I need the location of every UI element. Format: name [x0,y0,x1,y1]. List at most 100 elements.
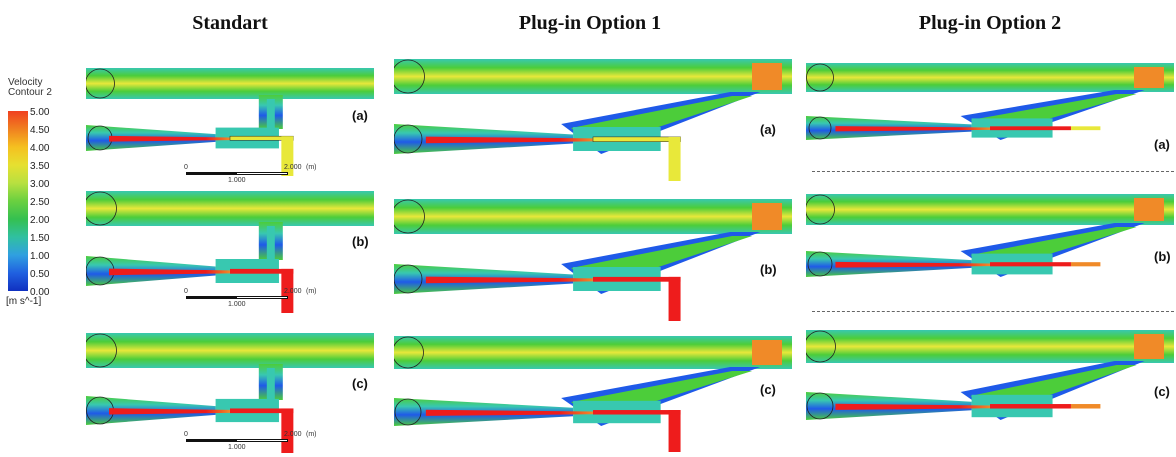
jet-core [835,126,990,132]
plug-in-pipe [990,404,1071,409]
contour-panel-opt1-a [394,48,792,183]
panel-label-a: (a) [760,122,776,137]
panel-label-c: (c) [760,382,776,397]
panel-label-c: (c) [352,376,368,391]
main-pipe [394,199,792,234]
scale-segment [236,439,288,442]
connector-core [266,226,275,260]
separator-line [812,311,1174,312]
inlet-circle [86,191,117,226]
legend-swatch [8,111,28,129]
length-scale-bar: 0 2.000 (m) 1.000 [184,288,317,310]
main-pipe [394,59,792,94]
velocity-contour-plot [806,330,1174,420]
outlet-high-speed [752,340,782,365]
jet-core [425,409,593,416]
inlet-circle [807,251,833,277]
outlet-pipe [281,136,294,176]
legend-title-1: Velocity [8,77,43,88]
inlet-circle [806,194,835,225]
plug-in-pipe [230,268,294,274]
scale-label: 2.000 [284,164,302,171]
contour-panel-opt2-b [806,184,1174,304]
jet-core [109,135,230,142]
main-pipe [86,333,374,368]
scale-segment [186,172,236,175]
legend-tick-label: 5.00 [30,107,50,118]
inlet-circle [394,124,423,154]
legend-tick-label: 0.50 [30,269,50,280]
scale-label: (m) [306,431,317,438]
column-title-option-1: Plug-in Option 1 [518,12,662,34]
plug-in-pipe [990,126,1071,131]
outlet-high-speed [752,203,782,230]
jet-core [109,408,230,415]
column-title-standart: Standart [192,12,268,34]
plug-in-extension [1070,404,1101,409]
outlet-high-speed [752,63,782,90]
jet-core [835,403,990,410]
main-pipe [86,68,374,99]
legend-swatch [8,201,28,219]
contour-panel-opt2-a [806,54,1174,164]
legend-tick-label: 2.00 [30,215,50,226]
jet-core [109,268,230,276]
panel-label-b: (b) [352,234,369,249]
inlet-circle [394,336,424,369]
outlet-pipe [668,276,681,321]
contour-panel-std-a [86,58,374,178]
legend-tick-label: 3.50 [30,161,50,172]
scale-segment [236,296,288,299]
length-scale-bar: 0 2.000 (m) 1.000 [184,431,317,453]
plug-in-pipe [230,408,294,414]
contour-panel-std-c [86,322,374,455]
main-pipe [394,336,792,369]
contour-panel-std-b [86,180,374,315]
inlet-circle [808,116,832,140]
outlet-pipe [281,268,294,313]
plug-in-pipe [593,410,681,415]
velocity-contour-plot [394,336,792,452]
legend-tick-label: 4.50 [30,125,50,136]
length-scale-bar: 0 2.000 (m) 1.000 [184,164,317,186]
velocity-contour-plot [86,333,374,453]
main-pipe [806,330,1174,363]
scale-label: 0 [184,288,188,295]
inlet-circle [86,333,117,368]
legend-swatch [8,129,28,147]
plug-in-extension [1070,126,1101,131]
plug-in-pipe [990,262,1071,267]
velocity-contour-plot [86,68,374,176]
inlet-circle [806,392,834,420]
scale-label: 2.000 [284,288,302,295]
legend-swatch [8,147,28,165]
outlet-high-speed [1134,198,1164,221]
connector-core [266,368,275,400]
inlet-circle [86,68,115,99]
scale-label: (m) [306,164,317,171]
inlet-circle [394,59,425,94]
jet-core [425,276,593,284]
scale-label: 2.000 [284,431,302,438]
scale-label: 0 [184,431,188,438]
outlet-pipe [668,136,681,181]
legend-swatch [8,237,28,255]
velocity-contour-plot [806,194,1174,277]
legend-swatch [8,183,28,201]
scale-label: 0 [184,164,188,171]
inlet-circle [394,398,422,426]
scale-segment [236,172,288,175]
contour-panel-opt2-c [806,320,1174,448]
main-pipe [806,194,1174,225]
legend-tick-label: 1.50 [30,233,50,244]
legend-swatch [8,219,28,237]
contour-panel-opt1-b [394,188,792,323]
outlet-pipe [668,410,681,452]
inlet-circle [394,199,425,234]
legend-tick-label: 3.00 [30,179,50,190]
legend-swatch [8,165,28,183]
legend-swatch [8,273,28,291]
panel-label-c: (c) [1154,384,1170,399]
scale-segment [186,296,236,299]
plug-in-extension [1070,262,1101,267]
